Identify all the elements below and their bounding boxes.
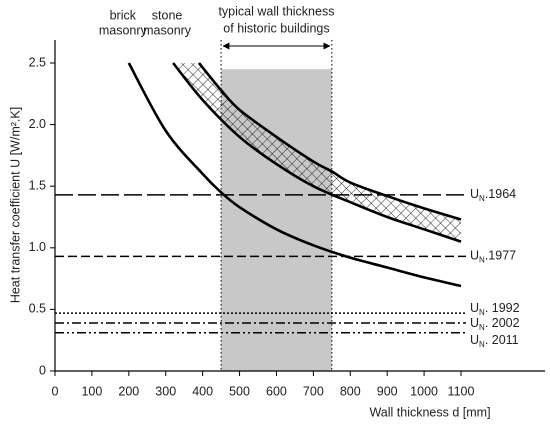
reference-label-rest: . 1992	[485, 301, 520, 315]
x-tick-label: 600	[266, 384, 287, 398]
highlight-annotation: of historic buildings	[223, 21, 329, 35]
reference-label: UN. 1992	[470, 301, 520, 317]
y-tick-label: 2.5	[29, 55, 46, 69]
reference-label-sub: N	[479, 256, 485, 265]
reference-label-base: U	[470, 249, 479, 263]
x-tick-label: 500	[229, 384, 250, 398]
curve	[172, 62, 462, 243]
reference-label-rest: .1977	[485, 249, 516, 263]
reference-label-base: U	[470, 187, 479, 201]
reference-label: UN. 2011	[470, 333, 519, 349]
reference-label-base: U	[470, 316, 479, 330]
highlight-annotation: typical wall thickness	[218, 4, 334, 18]
x-tick-label: 400	[192, 384, 213, 398]
x-tick-label: 100	[81, 384, 102, 398]
y-tick-label: 1.0	[29, 240, 46, 254]
y-tick-label: 2.0	[29, 117, 46, 131]
x-tick-label: 900	[377, 384, 398, 398]
x-tick-label: 700	[303, 384, 324, 398]
reference-label-sub: N	[479, 323, 485, 332]
reference-label-rest: . 2011	[485, 333, 519, 347]
reference-label-rest: . 2002	[485, 316, 520, 330]
curve-label: masonry	[99, 23, 148, 37]
reference-label-sub: N	[479, 308, 485, 317]
reference-label-sub: N	[479, 340, 485, 349]
y-tick-label: 0	[39, 363, 46, 377]
y-tick-label: 1.5	[29, 178, 46, 192]
reference-label: UN.1964	[470, 187, 516, 203]
curve	[197, 62, 462, 221]
x-tick-label: 1000	[410, 384, 438, 398]
reference-label: UN.1977	[470, 249, 516, 265]
reference-label-rest: .1964	[485, 187, 516, 201]
reference-label-sub: N	[479, 194, 485, 203]
curve-label: stone	[152, 8, 183, 22]
y-axis-label: Heat transfer coefficient U [W/m².K]	[8, 107, 22, 303]
reference-label: UN. 2002	[470, 316, 520, 332]
y-tick-label: 0.5	[29, 302, 46, 316]
x-tick-label: 800	[340, 384, 361, 398]
curve-label: masonry	[143, 23, 192, 37]
x-tick-label: 200	[118, 384, 139, 398]
x-axis-label: Wall thickness d [mm]	[369, 405, 490, 419]
curve	[127, 62, 462, 288]
reference-label-base: U	[470, 333, 479, 347]
curve-label: brick	[110, 8, 137, 22]
x-tick-label: 300	[155, 384, 176, 398]
x-tick-label: 1100	[448, 384, 475, 398]
x-tick-label: 0	[52, 384, 59, 398]
reference-label-base: U	[470, 301, 479, 315]
